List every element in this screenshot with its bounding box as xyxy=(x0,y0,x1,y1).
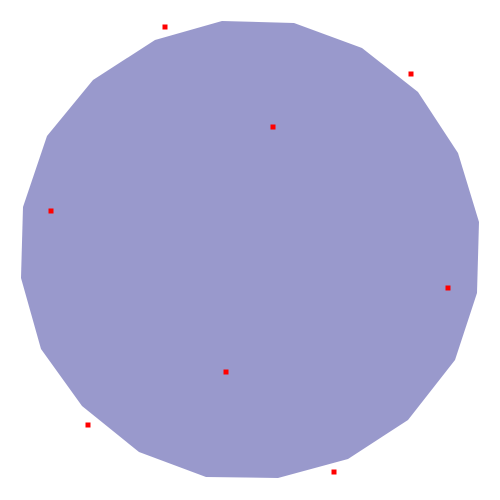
points-layer xyxy=(48,24,451,475)
red-point-marker xyxy=(331,469,337,475)
red-point-marker xyxy=(48,208,54,214)
filled-polygon xyxy=(21,21,479,478)
red-point-marker xyxy=(223,369,229,375)
red-point-marker xyxy=(270,124,276,130)
red-point-marker xyxy=(162,24,168,30)
red-point-marker xyxy=(85,422,91,428)
red-point-marker xyxy=(408,71,414,77)
red-point-marker xyxy=(445,285,451,291)
